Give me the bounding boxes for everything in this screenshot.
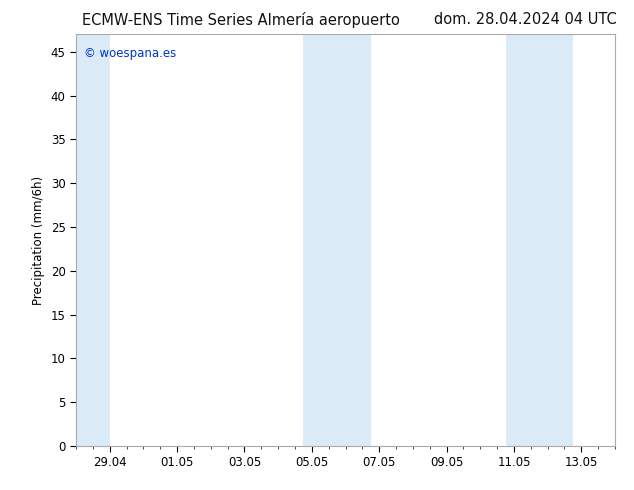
Text: © woespana.es: © woespana.es	[84, 47, 176, 60]
Bar	[304, 34, 337, 446]
Bar	[337, 34, 371, 446]
Bar	[505, 34, 539, 446]
Text: dom. 28.04.2024 04 UTC: dom. 28.04.2024 04 UTC	[434, 12, 617, 27]
Text: ECMW-ENS Time Series Almería aeropuerto: ECMW-ENS Time Series Almería aeropuerto	[82, 12, 400, 28]
Bar	[76, 34, 110, 446]
Y-axis label: Precipitation (mm/6h): Precipitation (mm/6h)	[32, 175, 45, 305]
Bar	[539, 34, 573, 446]
